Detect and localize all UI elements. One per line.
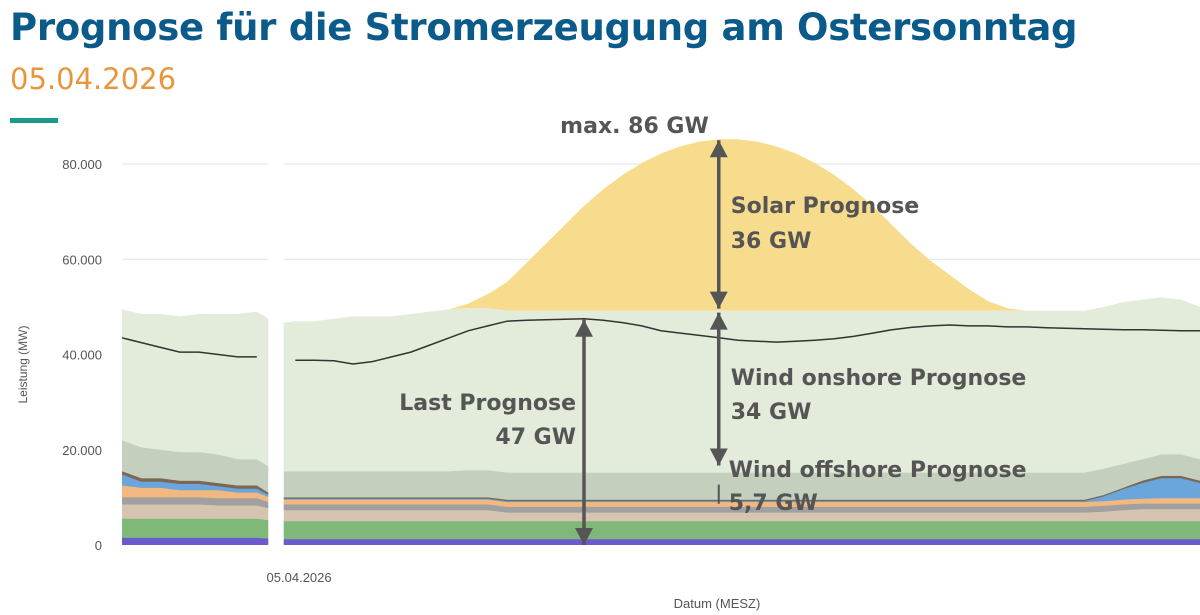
annotation-max: max. 86 GW (560, 114, 709, 139)
arrow-solar-head-bottom (709, 291, 728, 309)
arrow-wind-onshore-head-top (709, 312, 728, 330)
annotation-wind-offshore-title: Wind offshore Prognose (729, 458, 1027, 483)
annotation-solar-value: 36 GW (731, 229, 812, 254)
arrow-load-head-bottom (575, 528, 593, 545)
x-axis: 05.04.2026 Datum (MESZ) (267, 570, 761, 611)
load-line (121, 318, 1200, 365)
annotation-wind-onshore-value: 34 GW (731, 400, 812, 425)
arrow-load (575, 319, 593, 545)
y-tick-label-3: 60.000 (62, 252, 102, 267)
area-conventional-6 (122, 537, 1200, 545)
area-conventional-5 (122, 518, 1200, 545)
y-tick-label-1: 20.000 (62, 443, 102, 458)
load-line-after-gap (295, 318, 1200, 365)
y-tick-label-0: 0 (95, 538, 102, 553)
stacked-areas (122, 139, 1200, 545)
area-wind-onshore (122, 297, 1200, 473)
annotations: max. 86 GW Solar Prognose 36 GW Wind onshor… (399, 114, 1027, 545)
arrow-wind-onshore (709, 312, 728, 466)
area-wind-offshore (122, 440, 1200, 500)
arrow-solar-head-top (709, 140, 728, 158)
y-axis-label: Leistung (MW) (16, 325, 30, 403)
annotation-solar-title: Solar Prognose (731, 194, 919, 219)
page-date: 05.04.2026 (10, 62, 177, 96)
data-gap (268, 120, 284, 547)
annotation-last-title: Last Prognose (399, 391, 576, 416)
arrow-solar (709, 140, 728, 309)
accent-bar (10, 118, 58, 123)
data-gap (268, 120, 284, 547)
page-title: Prognose für die Stromerzeugung am Oster… (10, 6, 1078, 49)
arrow-wind-onshore-head-bottom (709, 448, 728, 466)
x-tick-label-0: 05.04.2026 (267, 570, 332, 585)
x-axis-label: Datum (MESZ) (674, 596, 761, 611)
annotation-wind-offshore-value: 5,7 GW (729, 491, 818, 516)
y-tick-label-4: 80.000 (62, 157, 102, 172)
annotation-last-value: 47 GW (495, 425, 576, 450)
load-line-before-gap (121, 337, 257, 358)
y-tick-label-2: 40.000 (62, 348, 102, 363)
arrow-load-head-top (575, 319, 593, 337)
y-axis: 0 20.000 40.000 60.000 80.000 Leistung (MW) (16, 157, 102, 553)
area-solar (449, 139, 1027, 311)
annotation-wind-onshore-title: Wind onshore Prognose (731, 366, 1027, 391)
